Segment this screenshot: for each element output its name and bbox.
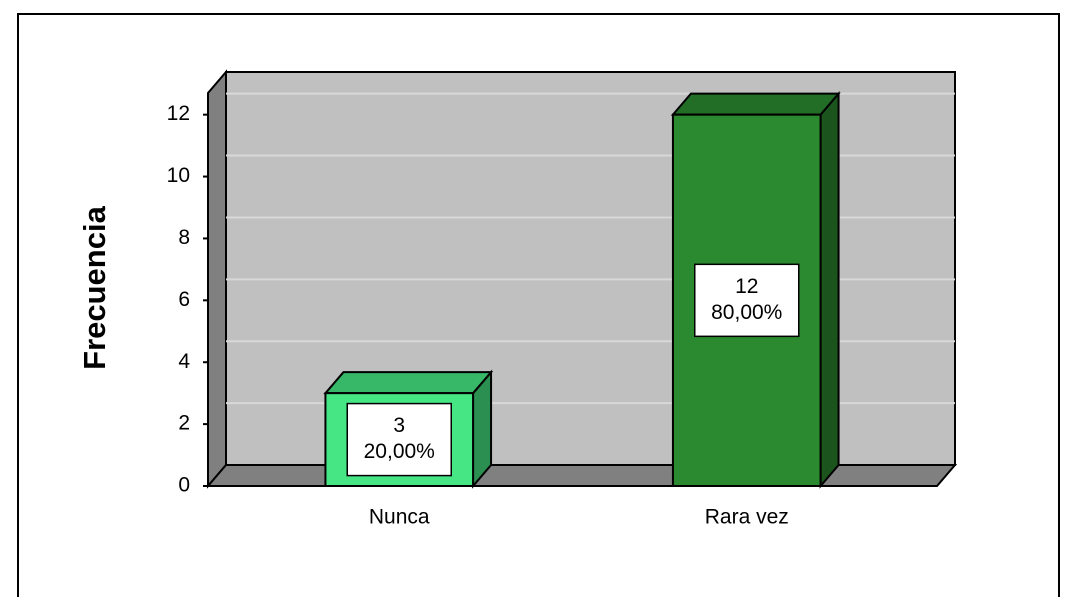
bar-side — [819, 90, 840, 489]
y-tick-label: 12 — [167, 102, 190, 125]
y-tick-label: 4 — [178, 350, 190, 373]
floor — [205, 464, 958, 487]
y-tick-label: 10 — [167, 164, 190, 187]
y-axis-title: Frecuencia — [77, 205, 112, 369]
y-tick-label: 6 — [178, 288, 190, 311]
bar-top — [670, 92, 841, 116]
bar-top — [323, 371, 494, 395]
percent-label: 20,00% — [364, 440, 435, 463]
y-tick-label: 2 — [178, 412, 190, 435]
data-label: 3 — [393, 414, 405, 437]
x-tick-label: Rara vez — [705, 506, 789, 529]
data-label-box — [694, 263, 800, 338]
percent-label: 80,00% — [711, 301, 782, 324]
x-tick-label: Nunca — [369, 506, 430, 529]
left-wall — [207, 69, 227, 489]
y-tick-label: 0 — [178, 474, 190, 497]
y-tick-label: 8 — [178, 226, 190, 249]
data-label: 12 — [735, 275, 758, 298]
data-label-box — [346, 402, 452, 477]
